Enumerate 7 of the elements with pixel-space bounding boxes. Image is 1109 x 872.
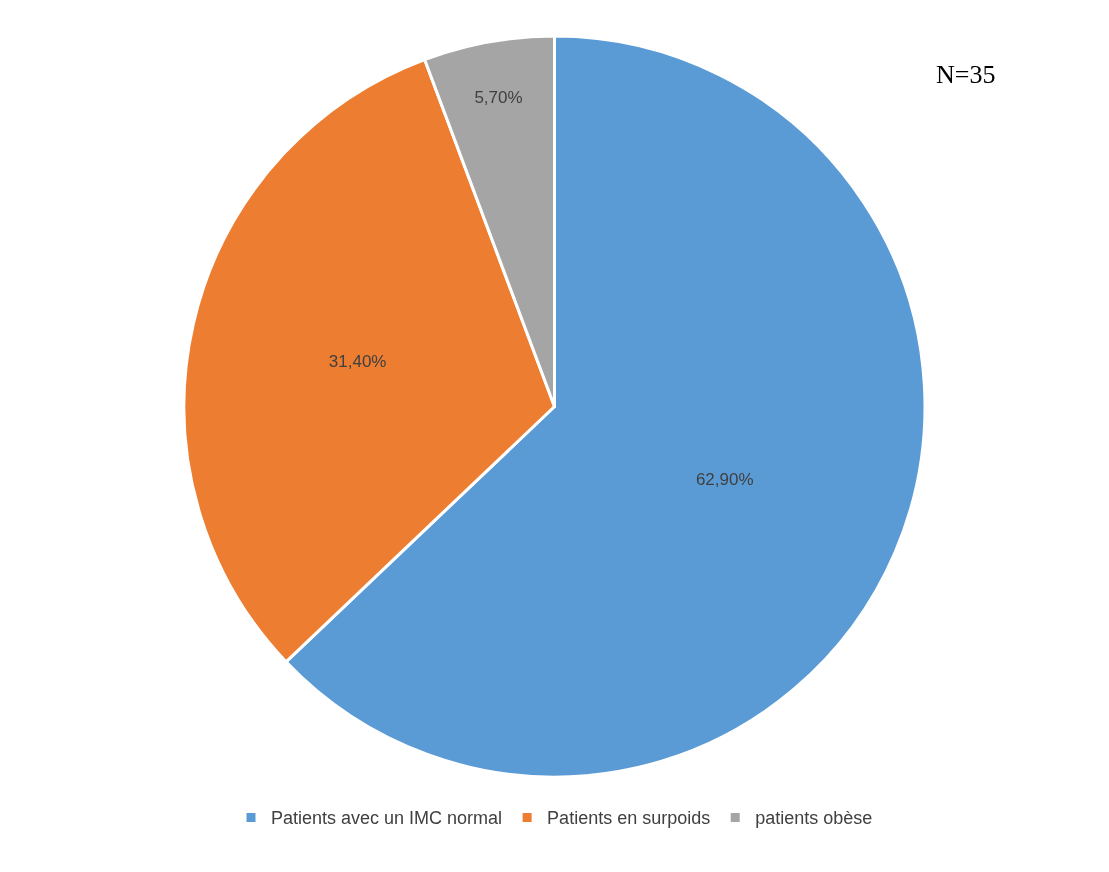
data-label: 5,70%: [474, 87, 523, 107]
text: N=35: [936, 60, 996, 89]
legend-label: Patients en surpoids: [547, 808, 711, 829]
legend-label: patients obèse: [755, 808, 873, 829]
data-label: 31,40%: [328, 351, 387, 371]
legend-label: Patients avec un IMC normal: [271, 808, 503, 829]
data-label: 62,90%: [695, 470, 754, 490]
